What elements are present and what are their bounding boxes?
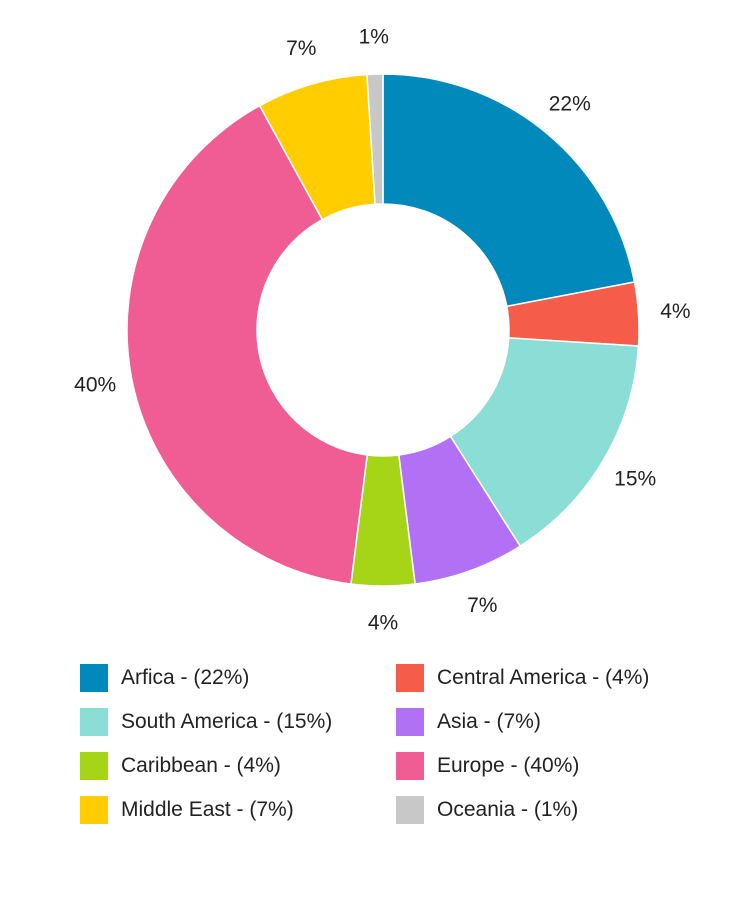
slice-label-central-america: 4%	[660, 300, 690, 323]
legend-swatch-middle-east	[80, 796, 108, 824]
slice-south-america	[449, 337, 640, 548]
legend-label: Middle East - (7%)	[121, 798, 294, 821]
slice-arfica	[382, 73, 636, 308]
legend-item-asia: Asia - (7%)	[396, 700, 720, 744]
legend-label: Caribbean - (4%)	[121, 754, 281, 777]
legend-label: Asia - (7%)	[437, 710, 541, 733]
legend-swatch-central-america	[396, 664, 424, 692]
slice-label-middle-east: 7%	[286, 37, 316, 60]
legend-swatch-south-america	[80, 708, 108, 736]
legend-label: Europe - (40%)	[437, 754, 580, 777]
legend-swatch-europe	[396, 752, 424, 780]
legend-swatch-arfica	[80, 664, 108, 692]
slice-label-caribbean: 4%	[368, 612, 398, 631]
chart-legend: Arfica - (22%) Central America - (4%) Sout…	[80, 656, 720, 832]
slice-label-arfica: 22%	[549, 93, 591, 116]
legend-item-arfica: Arfica - (22%)	[80, 656, 396, 700]
legend-item-central-america: Central America - (4%)	[396, 656, 720, 700]
legend-swatch-asia	[396, 708, 424, 736]
legend-label: Arfica - (22%)	[121, 666, 250, 689]
slice-label-oceania: 1%	[359, 26, 389, 49]
slice-labels: 22% 4% 15% 7% 4% 40% 7% 1%	[74, 26, 690, 630]
donut-slices	[126, 73, 640, 587]
slice-oceania	[366, 73, 384, 206]
legend-swatch-oceania	[396, 796, 424, 824]
legend-item-south-america: South America - (15%)	[80, 700, 396, 744]
legend-item-oceania: Oceania - (1%)	[396, 788, 720, 832]
donut-chart: 22% 4% 15% 7% 4% 40% 7% 1%	[74, 26, 690, 630]
legend-item-middle-east: Middle East - (7%)	[80, 788, 396, 832]
slice-europe	[126, 104, 369, 585]
slice-label-asia: 7%	[467, 594, 497, 617]
legend-item-europe: Europe - (40%)	[396, 744, 720, 788]
legend-swatch-caribbean	[80, 752, 108, 780]
legend-label: Oceania - (1%)	[437, 798, 579, 821]
legend-label: Central America - (4%)	[437, 666, 650, 689]
slice-label-europe: 40%	[74, 373, 116, 396]
legend-item-caribbean: Caribbean - (4%)	[80, 744, 396, 788]
legend-label: South America - (15%)	[121, 710, 333, 733]
slice-label-south-america: 15%	[614, 468, 656, 491]
